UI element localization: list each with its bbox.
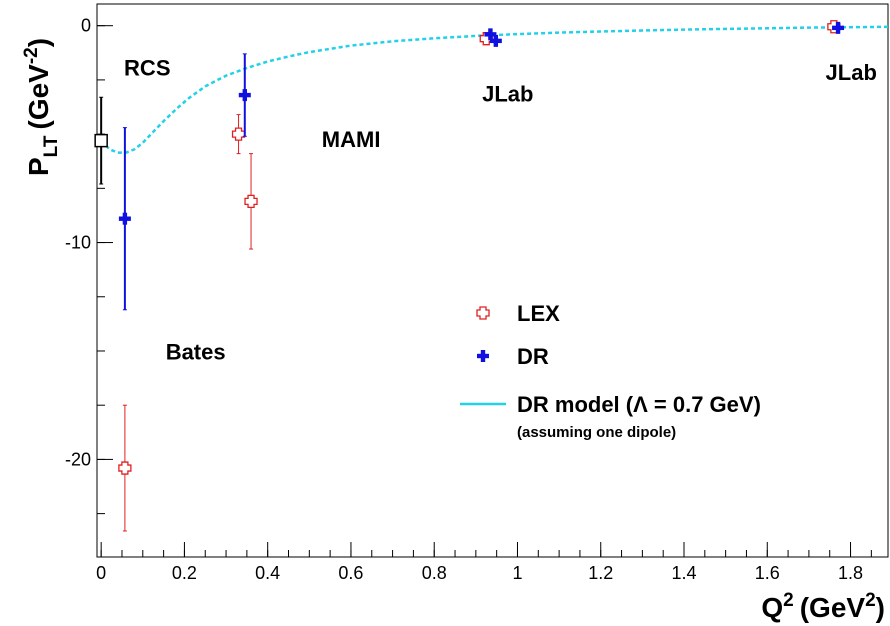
region-label: RCS [124, 56, 170, 81]
dr-point [484, 28, 497, 41]
y-tick-label: -20 [65, 449, 91, 469]
lex-point [118, 404, 132, 532]
plot-frame [96, 3, 889, 558]
lex-marker [118, 461, 132, 475]
region-label: JLab [482, 82, 533, 107]
legend-dr-marker [477, 350, 489, 362]
legend-model-label: DR model (Λ = 0.7 GeV) [517, 392, 761, 417]
x-tick-label: 0.2 [172, 563, 197, 583]
dr-model-curve [100, 25, 889, 154]
legend-lex-symbol [476, 306, 490, 320]
region-label: MAMI [322, 127, 381, 152]
y-tick-label: 0 [81, 16, 91, 36]
legend-lex-marker [476, 306, 490, 320]
dr-point [489, 34, 502, 47]
region-label: Bates [166, 340, 226, 365]
x-tick-label: 0.6 [338, 563, 363, 583]
dr-marker [242, 89, 247, 102]
x-tick-label: 0 [96, 563, 106, 583]
x-tick-label: 1.2 [588, 563, 613, 583]
x-axis-title: Q2 (GeV2) [761, 590, 885, 623]
points-layer [94, 20, 845, 532]
lex-point [231, 114, 246, 155]
y-tick-label: -10 [65, 233, 91, 253]
dr-marker [488, 28, 493, 41]
x-tick-label: 1.6 [755, 563, 780, 583]
model-layer [100, 25, 889, 154]
annotations-layer: RCS MAMI JLab JLab Bates [124, 56, 877, 365]
x-tick-label: 1 [512, 563, 522, 583]
dr-marker [835, 21, 841, 34]
y-axis-ticks: 0 -10 -20 [65, 16, 113, 469]
dr-marker [493, 34, 499, 47]
legend-dr-symbol [480, 350, 486, 362]
rcs-point [94, 96, 108, 185]
y-axis-title: PLT(GeV-2) [21, 38, 62, 176]
legend-lex-label: LEX [517, 301, 560, 326]
dr-point [118, 127, 131, 311]
dr-point [832, 21, 845, 34]
x-axis-ticks: 0 0.2 0.4 0.6 0.8 1 1.2 1.4 1.6 1.8 [96, 542, 863, 583]
rcs-marker [94, 133, 108, 148]
legend-model-note: (assuming one dipole) [517, 424, 676, 441]
lex-point [244, 153, 258, 250]
region-label: JLab [826, 60, 877, 85]
x-tick-label: 1.8 [838, 563, 863, 583]
legend-dr-label: DR [517, 344, 549, 369]
lex-marker [231, 127, 246, 141]
lex-marker [244, 194, 258, 208]
x-tick-label: 0.8 [422, 563, 447, 583]
dr-point [238, 53, 251, 137]
x-tick-label: 1.4 [671, 563, 696, 583]
legend: LEX DR DR model (Λ = 0.7 GeV) (assuming … [460, 301, 761, 441]
dr-marker [122, 212, 128, 225]
x-tick-label: 0.4 [255, 563, 280, 583]
